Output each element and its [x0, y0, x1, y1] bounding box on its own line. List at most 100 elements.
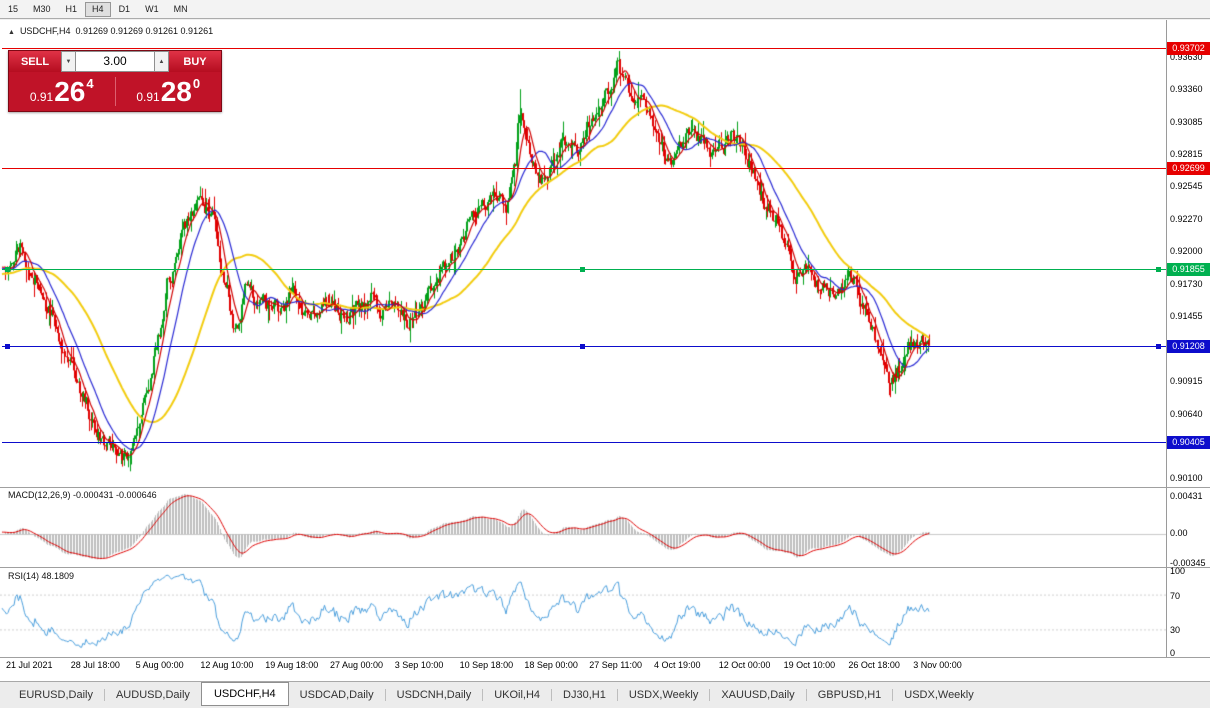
- chart-tab-usdcnh-daily[interactable]: USDCNH,Daily: [396, 689, 472, 701]
- chart-symbol-label: USDCHF,H4: [19, 26, 71, 36]
- time-axis-label: 18 Sep 00:00: [524, 660, 578, 670]
- price-axis-label: 0.92815: [1170, 149, 1203, 160]
- up-arrow-icon: ▲: [158, 58, 165, 65]
- period-toolbar: 15 M30 H1 H4 D1 W1 MN: [0, 0, 1210, 19]
- buy-price-big-digits: 28: [160, 75, 192, 107]
- trade-panel-price-row: 0.91 26 4 0.91 28 0: [9, 72, 221, 111]
- price-axis-label: 0.92000: [1170, 246, 1203, 257]
- rsi-indicator-label: RSI(14) 48.1809: [8, 571, 75, 581]
- tab-separator: [709, 689, 711, 701]
- chart-tab-gbpusd-h1[interactable]: GBPUSD,H1: [817, 689, 882, 701]
- time-axis-label: 19 Aug 18:00: [265, 660, 319, 670]
- volume-decrease-button[interactable]: ▼: [61, 51, 76, 72]
- price-marker-box: 0.93702: [1167, 42, 1210, 55]
- hline-0.92699[interactable]: [2, 168, 1166, 169]
- period-button-15[interactable]: 15: [1, 2, 25, 17]
- time-axis-label: 3 Sep 10:00: [394, 660, 444, 670]
- price-marker-box: 0.92699: [1167, 162, 1210, 175]
- sell-button[interactable]: SELL: [9, 51, 61, 72]
- macd-axis-label: -0.00345: [1170, 558, 1206, 568]
- period-button-mn[interactable]: MN: [167, 2, 195, 17]
- time-axis-label: 12 Aug 10:00: [200, 660, 254, 670]
- price-axis-label: 0.93360: [1170, 84, 1203, 95]
- period-button-d1[interactable]: D1: [112, 2, 138, 17]
- chart-tab-ukoil-h4[interactable]: UKOil,H4: [494, 689, 541, 701]
- rsi-axis-label: 70: [1170, 591, 1181, 601]
- chart-title: ▲ USDCHF,H4 0.91269 0.91269 0.91261 0.91…: [8, 26, 213, 36]
- time-axis-label: 28 Jul 18:00: [70, 660, 120, 670]
- price-axis-label: 0.90915: [1170, 375, 1203, 386]
- trade-panel-collapse-icon[interactable]: ▲: [8, 29, 15, 36]
- line-handle[interactable]: [1156, 344, 1161, 349]
- chart-tabs-bar: EURUSD,Daily AUDUSD,Daily USDCHF,H4 USDCAD,…: [0, 681, 1210, 708]
- sell-price-big-digits: 26: [54, 75, 86, 107]
- one-click-trading-panel: SELL ▼ 3.00 ▲ BUY 0.91 26 4 0.91 28 0: [8, 50, 222, 112]
- time-axis-label: 27 Sep 11:00: [589, 660, 643, 670]
- macd-axis-label: 0.00: [1170, 528, 1188, 538]
- chart-tab-usdx-weekly[interactable]: USDX,Weekly: [628, 689, 699, 701]
- period-button-h1[interactable]: H1: [59, 2, 85, 17]
- period-button-w1[interactable]: W1: [138, 2, 166, 17]
- time-axis-label: 5 Aug 00:00: [135, 660, 184, 670]
- chart-tab-dj30-h1[interactable]: DJ30,H1: [563, 689, 606, 701]
- tab-separator: [616, 689, 618, 701]
- panel-splitter-macd[interactable]: [0, 487, 1210, 488]
- price-marker-box: 0.90405: [1167, 436, 1210, 449]
- rsi-axis-label: 100: [1170, 566, 1186, 576]
- macd-axis-label: 0.00431: [1170, 491, 1203, 501]
- period-button-m30[interactable]: M30: [26, 2, 58, 17]
- price-axis-label: 0.90100: [1170, 472, 1203, 483]
- tab-separator: [482, 689, 484, 701]
- buy-price-display[interactable]: 0.91 28 0: [116, 72, 222, 111]
- sell-price-display[interactable]: 0.91 26 4: [9, 72, 115, 111]
- chart-tab-usdchf-h4[interactable]: USDCHF,H4: [200, 681, 289, 706]
- sell-price-pip-digit: 4: [86, 76, 94, 91]
- chart-tab-xauusd-daily[interactable]: XAUUSD,Daily: [721, 689, 795, 701]
- tab-separator: [892, 689, 894, 701]
- volume-increase-button[interactable]: ▲: [154, 51, 169, 72]
- volume-input[interactable]: 3.00: [76, 51, 154, 72]
- line-handle[interactable]: [5, 344, 10, 349]
- price-marker-box: 0.91855: [1167, 263, 1210, 276]
- tab-separator: [805, 689, 807, 701]
- panel-splitter-rsi[interactable]: [0, 567, 1210, 568]
- hline-0.93702[interactable]: [2, 48, 1166, 49]
- line-handle[interactable]: [5, 267, 10, 272]
- chart-tab-usdx-weekly[interactable]: USDX,Weekly: [904, 689, 974, 701]
- trade-panel-divider: [114, 77, 116, 106]
- time-axis-separator: [0, 657, 1210, 658]
- down-arrow-icon: ▼: [65, 58, 72, 65]
- price-axis-label: 0.93085: [1170, 116, 1203, 127]
- time-axis-label: 10 Sep 18:00: [459, 660, 514, 670]
- chart-tab-usdcad-daily[interactable]: USDCAD,Daily: [299, 689, 374, 701]
- price-axis-separator: [1166, 20, 1167, 658]
- buy-price-prefix: 0.91: [136, 90, 160, 104]
- line-handle[interactable]: [580, 344, 585, 349]
- price-axis-label: 0.91730: [1170, 278, 1203, 289]
- price-marker-box: 0.91208: [1167, 340, 1210, 353]
- time-axis-label: 19 Oct 10:00: [783, 660, 836, 670]
- trade-panel-top-row: SELL ▼ 3.00 ▲ BUY: [9, 51, 221, 72]
- buy-button[interactable]: BUY: [169, 51, 221, 72]
- buy-price-pip-digit: 0: [192, 76, 201, 91]
- period-button-h4[interactable]: H4: [85, 1, 111, 17]
- line-handle[interactable]: [580, 267, 585, 272]
- time-axis-label: 12 Oct 00:00: [718, 660, 771, 670]
- time-axis-label: 4 Oct 19:00: [654, 660, 701, 670]
- time-axis-label: 27 Aug 00:00: [330, 660, 384, 670]
- chart-tab-audusd-daily[interactable]: AUDUSD,Daily: [115, 689, 190, 701]
- rsi-axis-label: 0: [1170, 648, 1176, 658]
- macd-indicator-label: MACD(12,26,9) -0.000431 -0.000646: [8, 490, 157, 500]
- price-chart-canvas[interactable]: [0, 22, 1166, 657]
- rsi-axis-label: 30: [1170, 625, 1181, 635]
- tab-separator: [551, 689, 553, 701]
- chart-ohlc-values: 0.91269 0.91269 0.91261 0.91261: [75, 26, 214, 36]
- time-axis-label: 26 Oct 18:00: [848, 660, 900, 670]
- line-handle[interactable]: [1156, 267, 1161, 272]
- price-axis-label: 0.90640: [1170, 408, 1203, 419]
- sell-price-prefix: 0.91: [29, 90, 54, 104]
- price-axis-label: 0.93630: [1170, 52, 1203, 62]
- chart-tab-eurusd-daily[interactable]: EURUSD,Daily: [19, 689, 93, 701]
- hline-0.90405[interactable]: [2, 442, 1166, 443]
